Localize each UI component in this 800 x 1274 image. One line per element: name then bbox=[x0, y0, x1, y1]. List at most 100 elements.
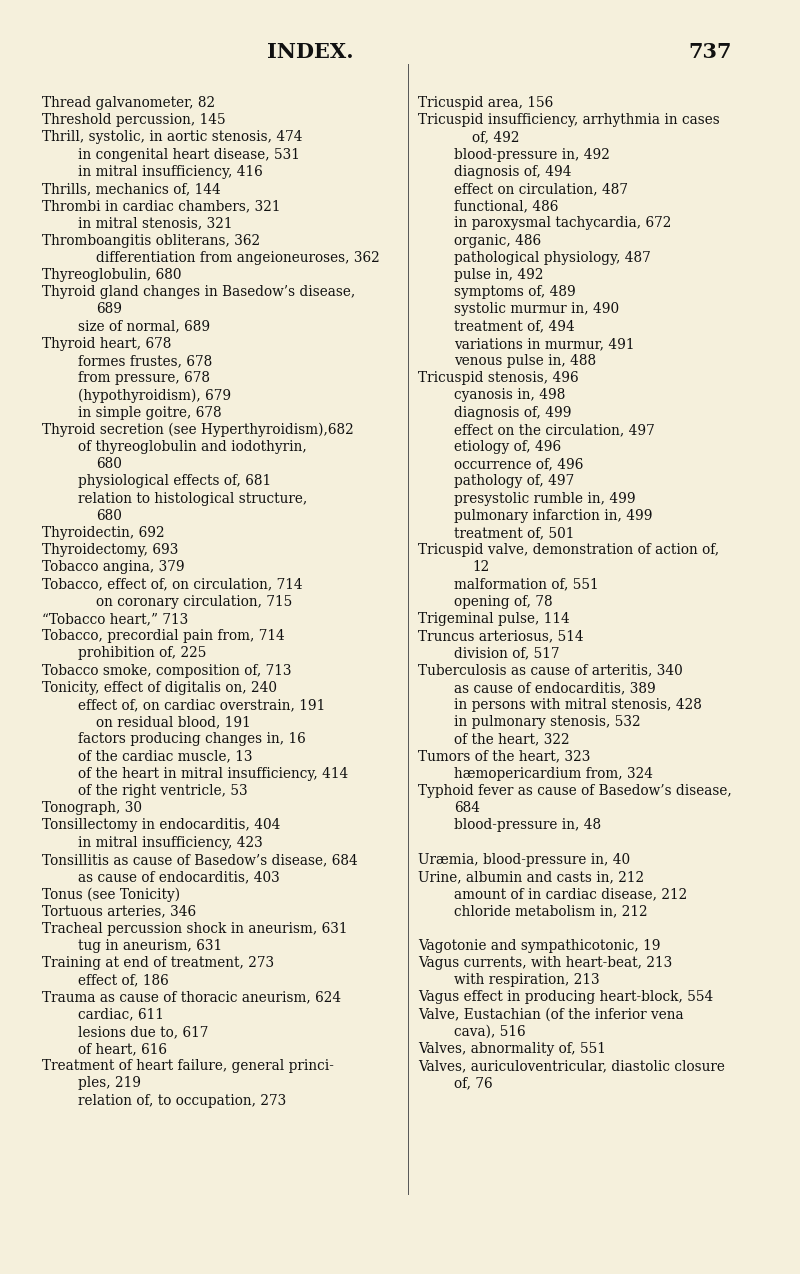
Text: occurrence of, 496: occurrence of, 496 bbox=[454, 457, 583, 471]
Text: in mitral insufficiency, 423: in mitral insufficiency, 423 bbox=[78, 836, 262, 850]
Text: pathology of, 497: pathology of, 497 bbox=[454, 474, 574, 488]
Text: 680: 680 bbox=[96, 508, 122, 522]
Text: malformation of, 551: malformation of, 551 bbox=[454, 577, 598, 591]
Text: treatment of, 494: treatment of, 494 bbox=[454, 320, 574, 334]
Text: (hypothyroidism), 679: (hypothyroidism), 679 bbox=[78, 389, 231, 403]
Text: 680: 680 bbox=[96, 457, 122, 471]
Text: Tracheal percussion shock in aneurism, 631: Tracheal percussion shock in aneurism, 6… bbox=[42, 921, 347, 935]
Text: 689: 689 bbox=[96, 302, 122, 316]
Text: Typhoid fever as cause of Basedow’s disease,: Typhoid fever as cause of Basedow’s dise… bbox=[418, 784, 732, 798]
Text: INDEX.: INDEX. bbox=[266, 42, 354, 62]
Text: hæmopericardium from, 324: hæmopericardium from, 324 bbox=[454, 767, 653, 781]
Text: effect of, on cardiac overstrain, 191: effect of, on cardiac overstrain, 191 bbox=[78, 698, 326, 712]
Text: Tonsillitis as cause of Basedow’s disease, 684: Tonsillitis as cause of Basedow’s diseas… bbox=[42, 852, 358, 866]
Text: ples, 219: ples, 219 bbox=[78, 1077, 141, 1091]
Text: on coronary circulation, 715: on coronary circulation, 715 bbox=[96, 595, 292, 609]
Text: Tonicity, effect of digitalis on, 240: Tonicity, effect of digitalis on, 240 bbox=[42, 680, 277, 694]
Text: variations in murmur, 491: variations in murmur, 491 bbox=[454, 336, 634, 350]
Text: differentiation from angeioneuroses, 362: differentiation from angeioneuroses, 362 bbox=[96, 251, 380, 265]
Text: of, 492: of, 492 bbox=[472, 130, 519, 144]
Text: Urine, albumin and casts in, 212: Urine, albumin and casts in, 212 bbox=[418, 870, 644, 884]
Text: Thread galvanometer, 82: Thread galvanometer, 82 bbox=[42, 96, 215, 110]
Text: Tuberculosis as cause of arteritis, 340: Tuberculosis as cause of arteritis, 340 bbox=[418, 664, 682, 678]
Text: chloride metabolism in, 212: chloride metabolism in, 212 bbox=[454, 905, 648, 919]
Text: in congenital heart disease, 531: in congenital heart disease, 531 bbox=[78, 148, 300, 162]
Text: of thyreoglobulin and iodothyrin,: of thyreoglobulin and iodothyrin, bbox=[78, 440, 306, 454]
Text: Thyreoglobulin, 680: Thyreoglobulin, 680 bbox=[42, 268, 182, 282]
Text: diagnosis of, 494: diagnosis of, 494 bbox=[454, 164, 571, 178]
Text: Threshold percussion, 145: Threshold percussion, 145 bbox=[42, 113, 226, 127]
Text: tug in aneurism, 631: tug in aneurism, 631 bbox=[78, 939, 222, 953]
Text: 684: 684 bbox=[454, 801, 480, 815]
Text: of the cardiac muscle, 13: of the cardiac muscle, 13 bbox=[78, 749, 253, 763]
Text: Valves, abnormality of, 551: Valves, abnormality of, 551 bbox=[418, 1042, 606, 1056]
Text: lesions due to, 617: lesions due to, 617 bbox=[78, 1024, 208, 1038]
Text: as cause of endocarditis, 389: as cause of endocarditis, 389 bbox=[454, 680, 656, 694]
Text: diagnosis of, 499: diagnosis of, 499 bbox=[454, 405, 571, 419]
Text: relation to histological structure,: relation to histological structure, bbox=[78, 492, 307, 506]
Text: from pressure, 678: from pressure, 678 bbox=[78, 371, 210, 385]
Text: Tobacco, precordial pain from, 714: Tobacco, precordial pain from, 714 bbox=[42, 629, 285, 643]
Text: effect on circulation, 487: effect on circulation, 487 bbox=[454, 182, 628, 196]
Text: cardiac, 611: cardiac, 611 bbox=[78, 1008, 164, 1022]
Text: 12: 12 bbox=[472, 561, 490, 575]
Text: blood-pressure in, 492: blood-pressure in, 492 bbox=[454, 148, 610, 162]
Text: Tricuspid valve, demonstration of action of,: Tricuspid valve, demonstration of action… bbox=[418, 543, 719, 557]
Text: Training at end of treatment, 273: Training at end of treatment, 273 bbox=[42, 956, 274, 970]
Text: Valves, auriculoventricular, diastolic closure: Valves, auriculoventricular, diastolic c… bbox=[418, 1059, 725, 1073]
Text: of heart, 616: of heart, 616 bbox=[78, 1042, 167, 1056]
Text: Uræmia, blood-pressure in, 40: Uræmia, blood-pressure in, 40 bbox=[418, 852, 630, 866]
Text: on residual blood, 191: on residual blood, 191 bbox=[96, 715, 250, 729]
Text: Thrill, systolic, in aortic stenosis, 474: Thrill, systolic, in aortic stenosis, 47… bbox=[42, 130, 302, 144]
Text: Tonsillectomy in endocarditis, 404: Tonsillectomy in endocarditis, 404 bbox=[42, 818, 280, 832]
Text: Trigeminal pulse, 114: Trigeminal pulse, 114 bbox=[418, 612, 570, 626]
Text: opening of, 78: opening of, 78 bbox=[454, 595, 553, 609]
Text: venous pulse in, 488: venous pulse in, 488 bbox=[454, 354, 596, 368]
Text: pulse in, 492: pulse in, 492 bbox=[454, 268, 543, 282]
Text: in mitral insufficiency, 416: in mitral insufficiency, 416 bbox=[78, 164, 262, 178]
Text: of the heart, 322: of the heart, 322 bbox=[454, 733, 570, 747]
Text: prohibition of, 225: prohibition of, 225 bbox=[78, 646, 206, 660]
Text: in persons with mitral stenosis, 428: in persons with mitral stenosis, 428 bbox=[454, 698, 702, 712]
Text: cyanosis in, 498: cyanosis in, 498 bbox=[454, 389, 566, 403]
Text: 737: 737 bbox=[688, 42, 732, 62]
Text: of, 76: of, 76 bbox=[454, 1077, 493, 1091]
Text: Thyroidectomy, 693: Thyroidectomy, 693 bbox=[42, 543, 178, 557]
Text: of the heart in mitral insufficiency, 414: of the heart in mitral insufficiency, 41… bbox=[78, 767, 348, 781]
Text: Tricuspid stenosis, 496: Tricuspid stenosis, 496 bbox=[418, 371, 578, 385]
Text: division of, 517: division of, 517 bbox=[454, 646, 559, 660]
Text: effect of, 186: effect of, 186 bbox=[78, 973, 169, 987]
Text: cava), 516: cava), 516 bbox=[454, 1024, 526, 1038]
Text: factors producing changes in, 16: factors producing changes in, 16 bbox=[78, 733, 306, 747]
Text: Tobacco, effect of, on circulation, 714: Tobacco, effect of, on circulation, 714 bbox=[42, 577, 302, 591]
Text: as cause of endocarditis, 403: as cause of endocarditis, 403 bbox=[78, 870, 280, 884]
Text: relation of, to occupation, 273: relation of, to occupation, 273 bbox=[78, 1093, 286, 1107]
Text: Thromboangitis obliterans, 362: Thromboangitis obliterans, 362 bbox=[42, 233, 260, 247]
Text: in mitral stenosis, 321: in mitral stenosis, 321 bbox=[78, 217, 233, 231]
Text: Thyroid heart, 678: Thyroid heart, 678 bbox=[42, 336, 171, 350]
Text: Valve, Eustachian (of the inferior vena: Valve, Eustachian (of the inferior vena bbox=[418, 1008, 684, 1022]
Text: treatment of, 501: treatment of, 501 bbox=[454, 526, 574, 540]
Text: Tricuspid area, 156: Tricuspid area, 156 bbox=[418, 96, 554, 110]
Text: presystolic rumble in, 499: presystolic rumble in, 499 bbox=[454, 492, 636, 506]
Text: Tortuous arteries, 346: Tortuous arteries, 346 bbox=[42, 905, 196, 919]
Text: Tricuspid insufficiency, arrhythmia in cases: Tricuspid insufficiency, arrhythmia in c… bbox=[418, 113, 720, 127]
Text: Tobacco smoke, composition of, 713: Tobacco smoke, composition of, 713 bbox=[42, 664, 291, 678]
Text: Vagus currents, with heart-beat, 213: Vagus currents, with heart-beat, 213 bbox=[418, 956, 672, 970]
Text: Tonograph, 30: Tonograph, 30 bbox=[42, 801, 142, 815]
Text: effect on the circulation, 497: effect on the circulation, 497 bbox=[454, 423, 654, 437]
Text: Thrills, mechanics of, 144: Thrills, mechanics of, 144 bbox=[42, 182, 221, 196]
Text: Treatment of heart failure, general princi-: Treatment of heart failure, general prin… bbox=[42, 1059, 334, 1073]
Text: Trauma as cause of thoracic aneurism, 624: Trauma as cause of thoracic aneurism, 62… bbox=[42, 990, 341, 1004]
Text: Tonus (see Tonicity): Tonus (see Tonicity) bbox=[42, 887, 180, 902]
Text: etiology of, 496: etiology of, 496 bbox=[454, 440, 561, 454]
Text: with respiration, 213: with respiration, 213 bbox=[454, 973, 600, 987]
Text: systolic murmur in, 490: systolic murmur in, 490 bbox=[454, 302, 619, 316]
Text: Truncus arteriosus, 514: Truncus arteriosus, 514 bbox=[418, 629, 584, 643]
Text: Tobacco angina, 379: Tobacco angina, 379 bbox=[42, 561, 185, 575]
Text: of the right ventricle, 53: of the right ventricle, 53 bbox=[78, 784, 248, 798]
Text: functional, 486: functional, 486 bbox=[454, 199, 558, 213]
Text: physiological effects of, 681: physiological effects of, 681 bbox=[78, 474, 271, 488]
Text: symptoms of, 489: symptoms of, 489 bbox=[454, 285, 576, 299]
Text: amount of in cardiac disease, 212: amount of in cardiac disease, 212 bbox=[454, 887, 687, 901]
